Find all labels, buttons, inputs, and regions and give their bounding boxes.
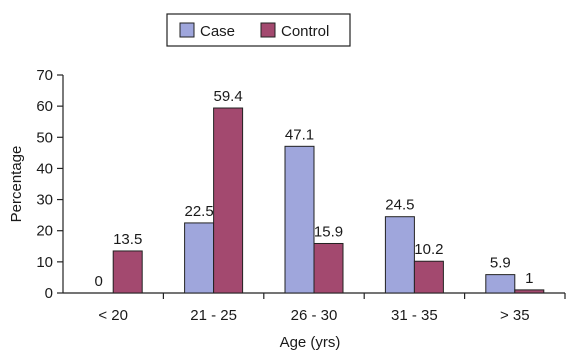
bar-control xyxy=(112,250,143,294)
data-label-case: 47.1 xyxy=(285,126,314,143)
y-tick-label: 10 xyxy=(36,254,53,271)
bar-case xyxy=(384,216,415,294)
legend-label-control: Control xyxy=(281,23,329,40)
data-label-case: 24.5 xyxy=(385,197,414,214)
y-tick-label: 70 xyxy=(36,67,53,84)
y-tick-label: 0 xyxy=(45,285,53,302)
y-tick-label: 40 xyxy=(36,160,53,177)
data-label-control: 15.9 xyxy=(314,223,343,240)
y-tick-label: 30 xyxy=(36,192,53,209)
bar-case xyxy=(485,274,516,294)
x-tick-label: > 35 xyxy=(500,307,530,324)
x-tick-label: 21 - 25 xyxy=(190,307,237,324)
data-label-control: 59.4 xyxy=(213,88,242,105)
data-label-case: 5.9 xyxy=(490,255,511,272)
y-tick-label: 20 xyxy=(36,223,53,240)
y-tick-label: 50 xyxy=(36,129,53,146)
data-label-control: 13.5 xyxy=(113,231,142,248)
bar-control xyxy=(313,242,344,294)
legend: Case Control xyxy=(166,13,351,47)
bar-control xyxy=(213,107,244,294)
y-tick-label: 60 xyxy=(36,98,53,115)
data-label-control: 1 xyxy=(525,270,533,287)
bar-case xyxy=(284,145,315,294)
bar-control xyxy=(514,289,545,294)
data-label-control: 10.2 xyxy=(414,241,443,258)
x-tick-label: < 20 xyxy=(98,307,128,324)
data-label-case: 0 xyxy=(95,273,103,290)
legend-label-case: Case xyxy=(200,23,235,40)
x-axis-title: Age (yrs) xyxy=(280,334,341,351)
legend-swatch-case xyxy=(179,22,195,38)
legend-swatch-control xyxy=(260,22,276,38)
data-label-case: 22.5 xyxy=(184,203,213,220)
x-tick-label: 31 - 35 xyxy=(391,307,438,324)
bar-case xyxy=(184,222,215,294)
y-axis-title: Percentage xyxy=(8,146,25,223)
x-tick-label: 26 - 30 xyxy=(291,307,338,324)
bar-control xyxy=(413,260,444,294)
